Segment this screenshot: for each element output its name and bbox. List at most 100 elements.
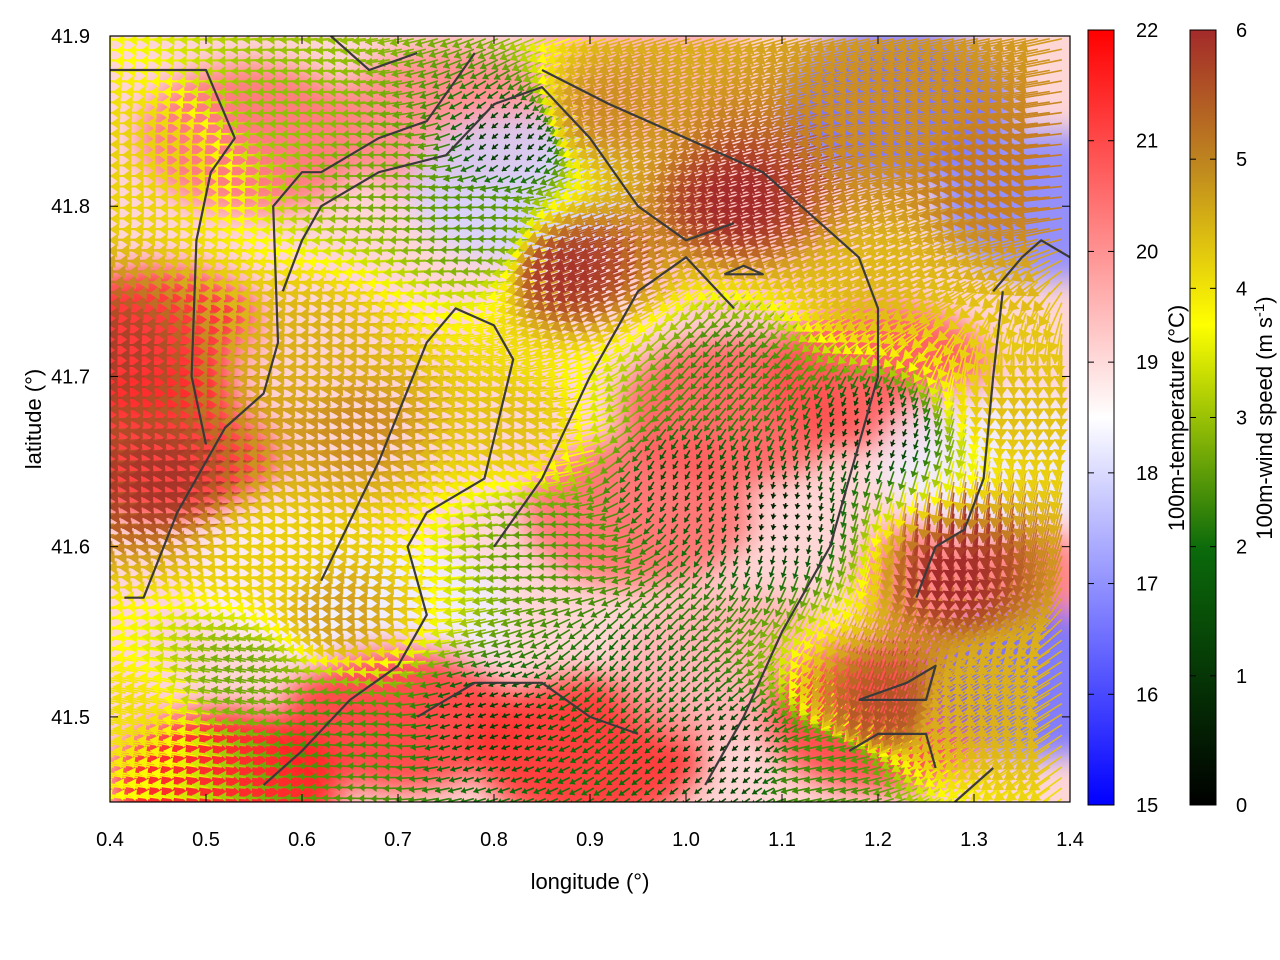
wind-arrow	[511, 766, 523, 773]
wind-arrow	[423, 754, 438, 762]
wind-arrow	[110, 438, 114, 441]
wind-arrow	[498, 776, 511, 783]
wind-arrow	[533, 787, 547, 795]
wind-arrow	[509, 797, 523, 802]
wind-arrow	[408, 785, 426, 794]
wind-arrow	[110, 259, 114, 262]
wind-arrow	[558, 755, 571, 763]
wind-arrow	[770, 787, 787, 796]
wind-arrow	[110, 428, 114, 431]
wind-arrow	[546, 755, 559, 763]
wind-arrow	[245, 771, 270, 781]
wind-arrow	[434, 797, 450, 802]
wind-arrow	[730, 787, 739, 795]
wind-arrow	[534, 766, 547, 773]
wind-arrow	[594, 766, 607, 775]
wind-arrow	[434, 786, 451, 794]
wind-arrow	[110, 628, 114, 631]
wind-arrow	[719, 776, 727, 784]
wind-arrow	[110, 576, 114, 578]
wind-arrow	[569, 787, 583, 796]
wind-arrow	[396, 763, 414, 772]
wind-arrow	[110, 586, 114, 589]
wind-arrow	[205, 791, 234, 802]
wind-arrow	[893, 776, 919, 790]
wind-arrow	[631, 776, 643, 786]
wind-arrow	[770, 776, 787, 785]
wind-arrow	[408, 796, 426, 802]
plot-area: 0.4 0.5 0.6 0.7 0.8 0.9 1.0 1.1 1.2 1.3 1.4 41.541…	[51, 26, 1084, 851]
wind-arrow	[232, 770, 258, 781]
wind-arrow	[920, 797, 931, 802]
wind-arrow	[593, 776, 607, 786]
wind-arrow	[218, 791, 246, 802]
wind-arrow	[450, 765, 463, 773]
wind-arrow	[657, 776, 667, 785]
wind-arrow	[497, 797, 511, 802]
wind-arrow	[872, 776, 895, 787]
wind-arrow	[681, 787, 691, 795]
wind-arrow	[522, 797, 535, 802]
wind-arrow	[437, 755, 451, 762]
wind-arrow	[761, 787, 775, 795]
wind-arrow	[451, 755, 463, 762]
wind-arrow	[421, 796, 438, 802]
wind-arrow	[110, 754, 114, 758]
wind-arrow	[110, 460, 114, 462]
wind-arrow	[110, 776, 114, 779]
wind-arrow	[782, 797, 799, 802]
wind-arrow	[557, 776, 571, 785]
wind-arrow	[421, 786, 438, 794]
wind-arrow	[669, 776, 679, 785]
wind-arrow	[606, 776, 619, 786]
wind-arrow	[535, 755, 547, 762]
wind-arrow	[512, 755, 523, 762]
wind-arrow	[751, 787, 763, 795]
wind-arrow	[523, 755, 535, 762]
wind-arrow	[669, 787, 679, 795]
wind-arrow	[435, 776, 451, 783]
wind-arrow	[448, 776, 463, 783]
wind-arrow	[521, 787, 535, 795]
wind-arrow	[618, 787, 631, 797]
wind-arrow	[205, 769, 234, 781]
wind-arrow	[488, 755, 499, 761]
wind-arrow	[191, 747, 222, 759]
wind-arrow	[422, 775, 438, 783]
wind-arrow	[110, 702, 114, 705]
wind-arrow	[606, 766, 619, 776]
wind-arrow	[657, 766, 667, 774]
wind-arrow	[707, 766, 715, 773]
wind-arrow	[694, 776, 703, 784]
wind-arrow	[656, 787, 667, 796]
wind-arrow	[205, 759, 234, 770]
wind-arrow	[110, 143, 114, 146]
wind-arrow	[191, 769, 222, 781]
wind-arrow	[569, 776, 583, 785]
wind-arrow	[218, 748, 246, 759]
wind-arrow	[862, 787, 883, 796]
wind-arrow	[246, 749, 270, 760]
wind-arrow	[218, 781, 246, 792]
wind-arrow	[460, 787, 475, 794]
wind-arrow	[110, 649, 114, 652]
wind-arrow	[110, 797, 114, 800]
wind-arrow	[475, 766, 487, 772]
wind-arrow	[754, 766, 763, 773]
wind-arrow	[883, 787, 907, 799]
wind-arrow	[682, 766, 691, 773]
wind-arrow	[110, 565, 114, 568]
wind-arrow	[682, 776, 691, 784]
wind-arrow	[474, 776, 487, 783]
wind-arrow	[110, 744, 114, 747]
wind-arrow	[719, 766, 727, 773]
wind-arrow	[110, 175, 114, 177]
wind-arrow	[509, 787, 523, 794]
wind-arrow	[462, 766, 475, 772]
wind-arrow	[618, 776, 631, 786]
wind-arrow	[110, 607, 114, 610]
wind-arrow	[110, 639, 114, 642]
wind-arrow	[110, 164, 114, 167]
wind-arrow	[771, 766, 787, 774]
wind-arrow	[232, 792, 258, 802]
